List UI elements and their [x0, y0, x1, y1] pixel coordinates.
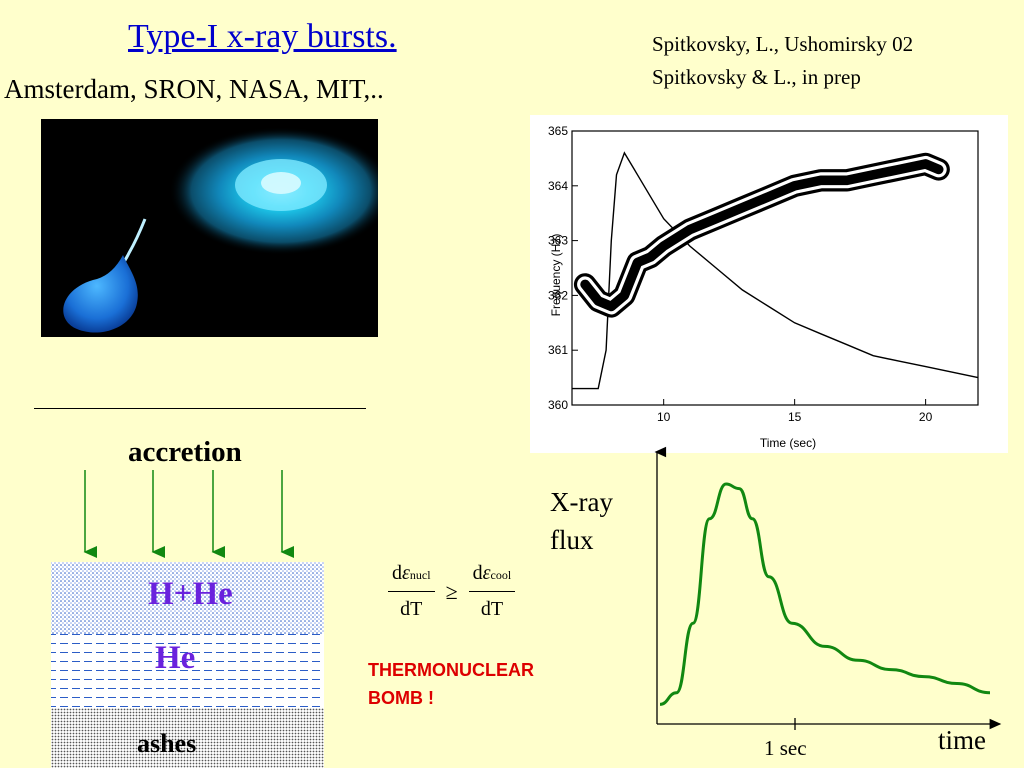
light-curve-xlabel: time [938, 725, 986, 755]
accretion-label: accretion [128, 436, 242, 468]
frequency-plot-ylabel: Frequency (Hz) [549, 234, 563, 317]
formula-operator: ≥ [445, 578, 458, 604]
frequency-plot-ytick-label: 361 [548, 343, 568, 357]
reference-1: Spitkovsky, L., Ushomirsky 02 [652, 32, 914, 56]
frequency-plot-ytick-label: 360 [548, 398, 568, 412]
formula-right-fraction: dεcool dT [468, 562, 516, 621]
light-curve-line [659, 482, 991, 706]
thermonuclear-bomb-text: THERMONUCLEAR BOMB ! [368, 656, 534, 712]
frequency-plot-ytick-label: 363 [548, 234, 568, 248]
bomb-line-2: BOMB ! [368, 688, 434, 708]
reference-2: Spitkovsky & L., in prep [652, 65, 861, 89]
divider-line [34, 408, 366, 409]
frequency-plot-xlabel: Time (sec) [760, 436, 816, 450]
frequency-lightcurve-line [572, 151, 979, 390]
frequency-plot-ytick-label: 365 [548, 124, 568, 138]
frequency-plot-xtick-label: 10 [657, 410, 671, 424]
slide-title: Type-I x-ray bursts. [128, 18, 397, 55]
frequency-plot-xtick-label: 15 [788, 410, 802, 424]
light-curve-ylabel: X-ray flux [550, 487, 613, 555]
layer-label-h-he: H+He [148, 576, 233, 612]
frequency-contour-core [584, 163, 939, 307]
formula-left-fraction: dεnucl dT [388, 562, 435, 621]
donor-star [63, 255, 138, 333]
light-curve-tick-label: 1 sec [764, 736, 807, 760]
references: Spitkovsky, L., Ushomirsky 02 Spitkovsky… [652, 28, 913, 94]
bomb-line-1: THERMONUCLEAR [368, 660, 534, 680]
instability-formula: dεnucl dT ≥ dεcool dT [388, 562, 516, 621]
accretion-disk-illustration [41, 119, 378, 337]
slide-subtitle: Amsterdam, SRON, NASA, MIT,.. [4, 74, 384, 104]
frequency-plot-ytick-label: 364 [548, 179, 568, 193]
frequency-plot-frame [571, 130, 979, 406]
layer-label-ashes: ashes [137, 729, 197, 758]
layer-label-he: He [155, 640, 196, 676]
frequency-plot-xtick-label: 20 [919, 410, 933, 424]
frequency-plot-ytick-label: 362 [548, 288, 568, 302]
